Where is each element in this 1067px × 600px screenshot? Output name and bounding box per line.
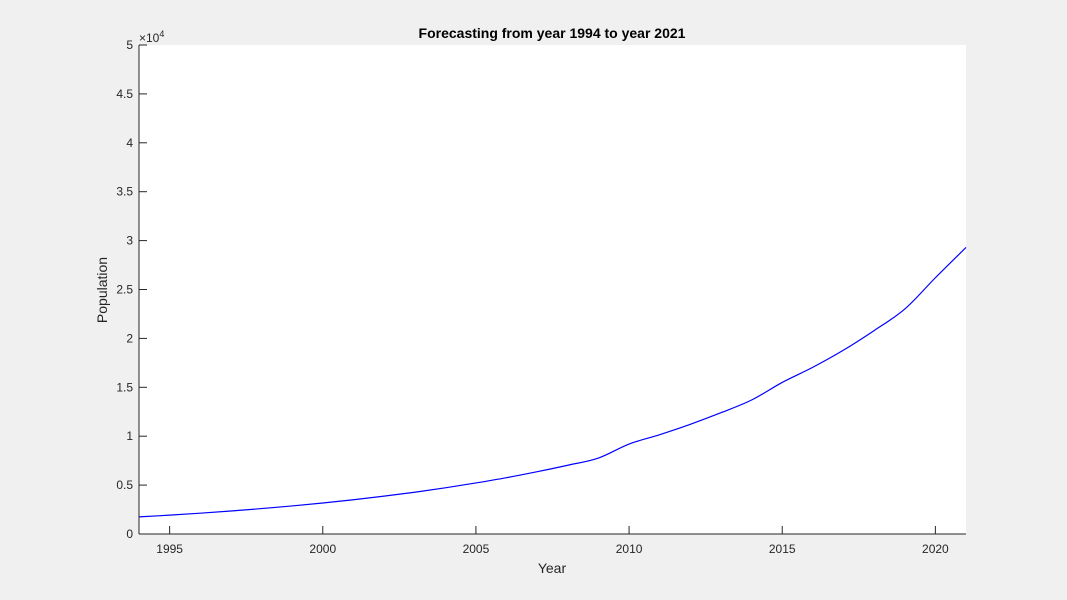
- plot-area: [139, 45, 966, 534]
- y-tick-label: 3.5: [116, 185, 133, 199]
- y-tick-label: 2.5: [116, 283, 133, 297]
- x-tick-label: 2000: [309, 542, 336, 556]
- y-tick-label: 4.5: [116, 87, 133, 101]
- y-tick-label: 0.5: [116, 478, 133, 492]
- y-tick-label: 1: [126, 429, 133, 443]
- x-tick-label: 1995: [156, 542, 183, 556]
- y-exponent-base: ×10: [139, 31, 160, 45]
- x-tick-label: 2015: [769, 542, 796, 556]
- y-axis-label: Population: [94, 257, 110, 323]
- x-tick-label: 2020: [922, 542, 949, 556]
- y-tick-label: 2: [126, 331, 133, 345]
- series-line-0: [138, 247, 967, 518]
- y-tick-label: 4: [126, 136, 133, 150]
- y-exponent-power: 4: [159, 29, 164, 39]
- y-tick-label: 3: [126, 234, 133, 248]
- y-axis-ticks: 0 0.5 1 1.5 2 2.5 3 3.5 4 4.5 5: [116, 38, 147, 541]
- chart-title: Forecasting from year 1994 to year 2021: [419, 25, 686, 41]
- y-tick-label: 1.5: [116, 380, 133, 394]
- x-axis-ticks: 1995 2000 2005 2010 2015 2020: [156, 526, 949, 556]
- series-layer: [138, 247, 967, 518]
- y-exponent-label: ×104: [139, 29, 164, 45]
- y-tick-label: 0: [126, 527, 133, 541]
- x-tick-label: 2005: [463, 542, 490, 556]
- x-tick-label: 2010: [616, 542, 643, 556]
- x-axis-label: Year: [538, 560, 567, 576]
- y-tick-label: 5: [126, 38, 133, 52]
